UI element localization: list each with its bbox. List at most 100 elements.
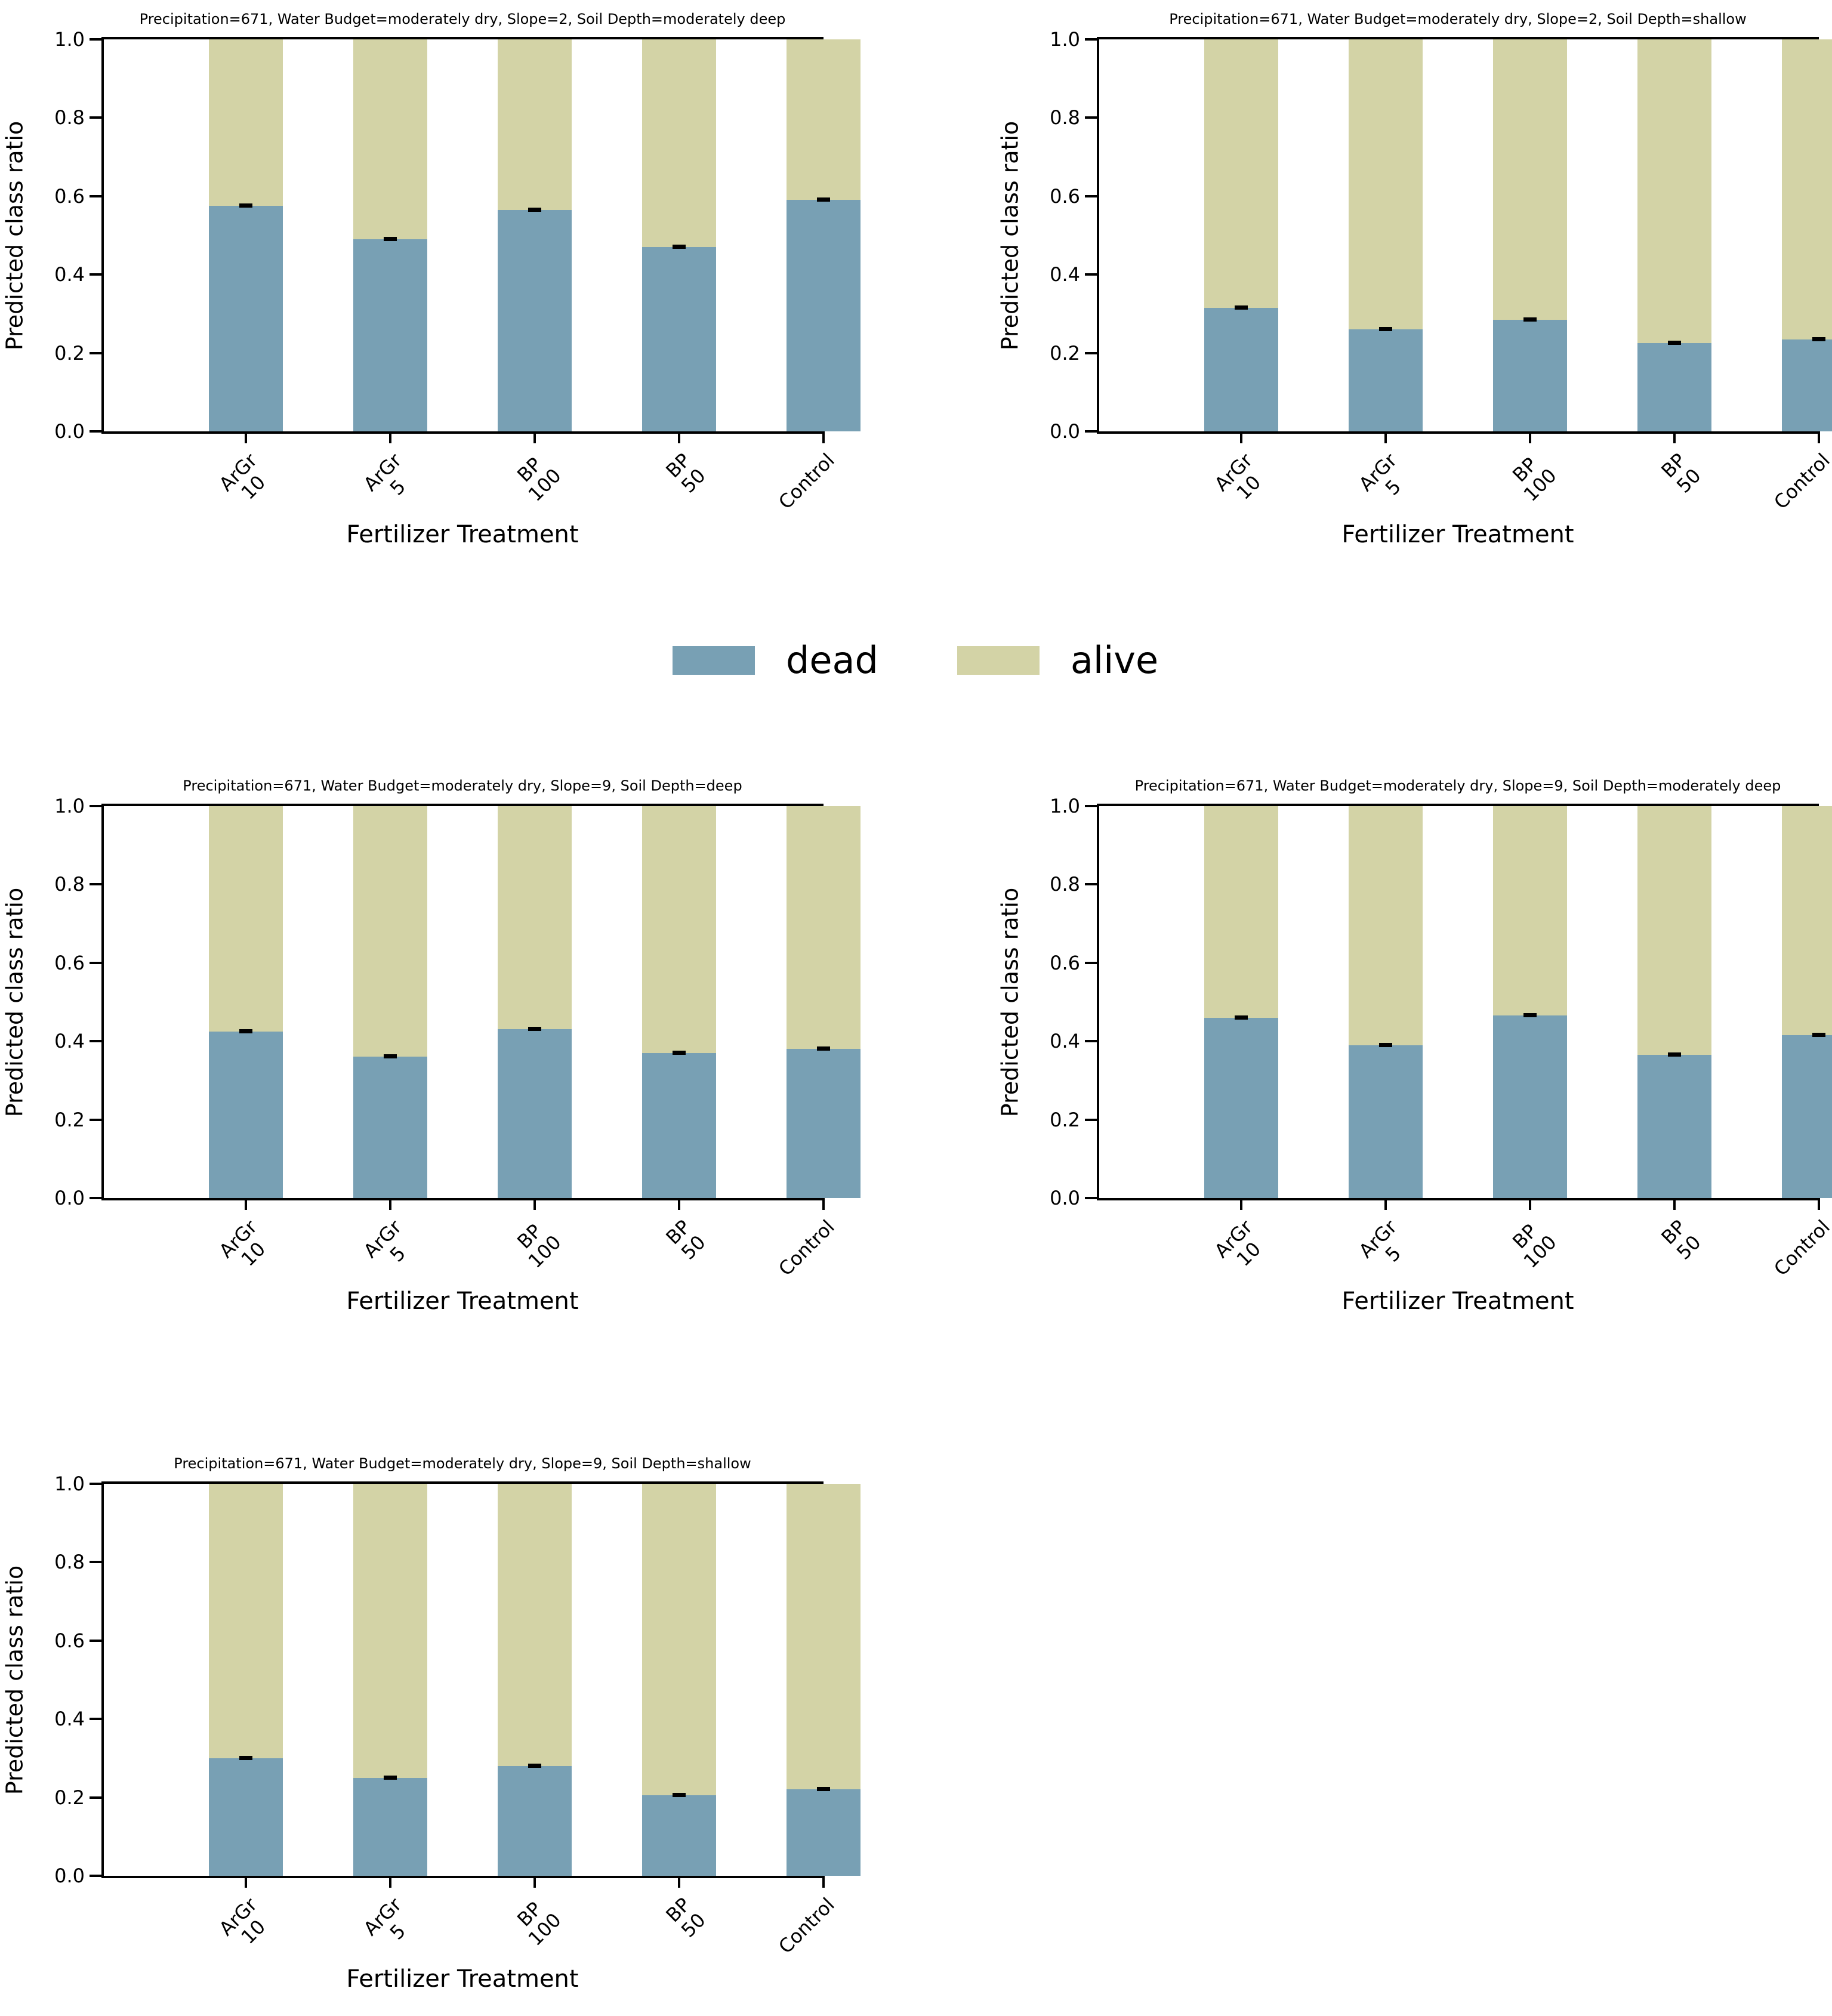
x-tick-mark	[822, 1198, 825, 1210]
y-tick-mark	[90, 116, 101, 119]
y-tick-mark	[90, 273, 101, 276]
error-bar	[1379, 1043, 1392, 1047]
x-tick-mark	[1673, 1198, 1676, 1210]
y-tick-mark	[1085, 805, 1097, 807]
x-tick-mark	[1529, 1198, 1531, 1210]
x-axis-label: Fertilizer Treatment	[1341, 1288, 1574, 1315]
y-tick-label: 0.2	[54, 341, 85, 365]
legend-label-alive: alive	[1070, 638, 1159, 682]
bar-dead	[1349, 1045, 1423, 1198]
y-tick-mark	[90, 1561, 101, 1564]
x-tick-mark	[245, 1876, 247, 1888]
bar-alive	[498, 806, 572, 1029]
y-tick-mark	[90, 1197, 101, 1199]
y-tick-mark	[90, 883, 101, 886]
bar-dead	[1782, 339, 1832, 431]
x-tick-mark	[1818, 1198, 1820, 1210]
bar-alive	[1637, 39, 1711, 343]
y-tick-mark	[90, 1040, 101, 1043]
y-tick-mark	[1085, 38, 1097, 41]
bar-alive	[1349, 806, 1423, 1045]
error-bar	[1812, 337, 1825, 341]
y-tick-mark	[90, 805, 101, 807]
bar-dead	[787, 1789, 861, 1876]
subplot-title: Precipitation=671, Water Budget=moderate…	[139, 11, 786, 27]
y-tick-label: 0.2	[54, 1786, 85, 1809]
y-tick-label: 0.8	[1050, 106, 1080, 129]
error-bar	[1523, 1013, 1537, 1017]
bar-alive	[353, 39, 427, 239]
bar-alive	[642, 1484, 716, 1795]
y-tick-mark	[1085, 1040, 1097, 1043]
bar-alive	[1204, 39, 1278, 308]
bar-dead	[1637, 1055, 1711, 1198]
error-bar	[1379, 327, 1392, 331]
y-tick-label: 0.8	[54, 106, 85, 129]
x-axis-label: Fertilizer Treatment	[1341, 521, 1574, 548]
y-tick-label: 0.0	[54, 1864, 85, 1887]
subplot-title: Precipitation=671, Water Budget=moderate…	[183, 777, 742, 794]
bar-alive	[642, 806, 716, 1053]
y-tick-label: 1.0	[54, 28, 85, 51]
bar-dead	[353, 1057, 427, 1198]
error-bar	[1668, 1052, 1681, 1057]
y-tick-label: 0.0	[54, 1187, 85, 1209]
x-tick-mark	[389, 1198, 391, 1210]
x-tick-mark	[533, 1876, 536, 1888]
bar-alive	[787, 806, 861, 1049]
y-tick-mark	[1085, 430, 1097, 433]
error-bar	[1235, 305, 1248, 310]
bar-alive	[787, 1484, 861, 1789]
error-bar	[239, 203, 252, 208]
bar-dead	[787, 200, 861, 431]
y-axis-label: Predicted class ratio	[1, 121, 27, 350]
x-axis-label: Fertilizer Treatment	[346, 1288, 579, 1315]
error-bar	[528, 1027, 541, 1031]
y-tick-mark	[90, 961, 101, 964]
subplot-title: Precipitation=671, Water Budget=moderate…	[1169, 11, 1747, 27]
subplot-title: Precipitation=671, Water Budget=moderate…	[1134, 777, 1781, 794]
error-bar	[1668, 341, 1681, 345]
bar-alive	[498, 39, 572, 210]
y-tick-label: 1.0	[54, 1472, 85, 1495]
y-tick-label: 1.0	[54, 795, 85, 817]
bar-alive	[353, 806, 427, 1057]
error-bar	[817, 1046, 830, 1051]
x-tick-mark	[245, 431, 247, 443]
y-tick-mark	[90, 1718, 101, 1721]
y-tick-label: 0.4	[54, 1030, 85, 1053]
y-tick-label: 0.4	[1050, 1030, 1080, 1053]
y-tick-label: 0.4	[1050, 263, 1080, 286]
x-tick-mark	[245, 1198, 247, 1210]
error-bar	[673, 245, 686, 249]
error-bar	[239, 1029, 252, 1033]
bar-alive	[787, 39, 861, 200]
y-tick-mark	[1085, 1197, 1097, 1199]
x-tick-mark	[822, 1876, 825, 1888]
x-axis-label: Fertilizer Treatment	[346, 1965, 579, 1993]
y-tick-label: 0.2	[1050, 341, 1080, 365]
y-tick-mark	[90, 351, 101, 354]
bar-dead	[498, 1766, 572, 1876]
plot-area: Precipitation=671, Water Budget=moderate…	[997, 11, 1832, 548]
y-tick-label: 0.2	[54, 1108, 85, 1131]
error-bar	[817, 1787, 830, 1791]
y-tick-mark	[90, 1796, 101, 1799]
bar-alive	[1204, 806, 1278, 1018]
legend: dead alive	[673, 640, 1158, 681]
y-tick-label: 0.6	[1050, 184, 1080, 208]
x-tick-mark	[533, 431, 536, 443]
error-bar	[239, 1756, 252, 1760]
y-tick-label: 0.6	[54, 1629, 85, 1652]
legend-item-alive: alive	[957, 640, 1158, 681]
bar-dead	[1204, 1018, 1278, 1198]
subplot-title: Precipitation=671, Water Budget=moderate…	[174, 1455, 751, 1472]
legend-swatch-dead	[673, 646, 755, 675]
bar-dead	[353, 1778, 427, 1876]
bar-alive	[642, 39, 716, 247]
bar-alive	[209, 1484, 283, 1758]
y-tick-mark	[90, 38, 101, 41]
x-tick-mark	[389, 1876, 391, 1888]
y-tick-label: 0.8	[1050, 873, 1080, 896]
y-tick-mark	[90, 430, 101, 433]
